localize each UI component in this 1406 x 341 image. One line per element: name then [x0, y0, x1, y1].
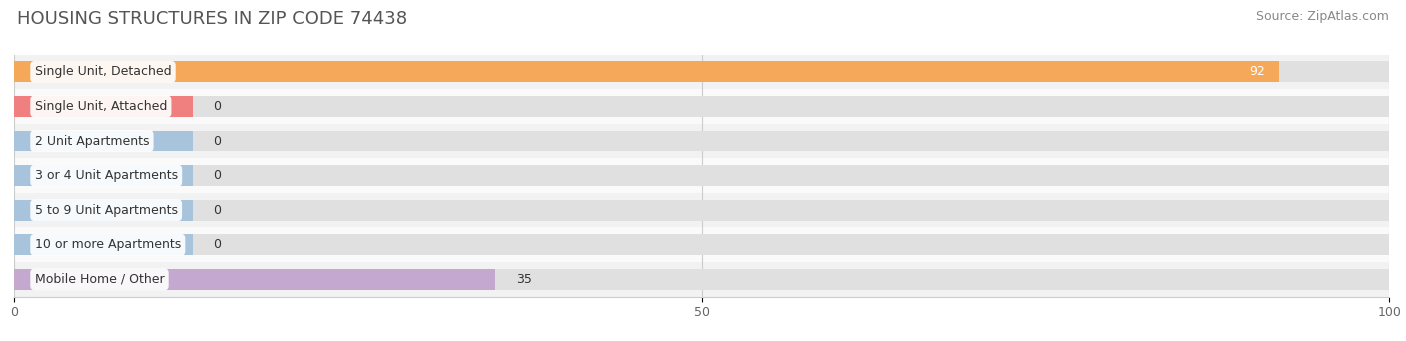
- Bar: [14, 269, 1389, 290]
- Text: 10 or more Apartments: 10 or more Apartments: [35, 238, 181, 251]
- Bar: [14, 234, 193, 255]
- Text: Single Unit, Detached: Single Unit, Detached: [35, 65, 172, 78]
- Text: Source: ZipAtlas.com: Source: ZipAtlas.com: [1256, 10, 1389, 23]
- Bar: [14, 61, 1389, 82]
- Bar: [14, 234, 1389, 255]
- Text: 2 Unit Apartments: 2 Unit Apartments: [35, 135, 149, 148]
- Bar: [14, 193, 1389, 227]
- Text: 0: 0: [214, 169, 221, 182]
- Bar: [14, 200, 193, 221]
- Text: HOUSING STRUCTURES IN ZIP CODE 74438: HOUSING STRUCTURES IN ZIP CODE 74438: [17, 10, 406, 28]
- Text: 35: 35: [516, 273, 531, 286]
- Bar: [14, 124, 1389, 158]
- Bar: [14, 55, 1389, 89]
- Bar: [14, 89, 1389, 124]
- Bar: [14, 227, 1389, 262]
- Bar: [14, 158, 1389, 193]
- Bar: [14, 262, 1389, 297]
- Text: 92: 92: [1250, 65, 1265, 78]
- Bar: [14, 131, 193, 151]
- Bar: [14, 96, 193, 117]
- Bar: [14, 269, 495, 290]
- Text: Single Unit, Attached: Single Unit, Attached: [35, 100, 167, 113]
- Text: 3 or 4 Unit Apartments: 3 or 4 Unit Apartments: [35, 169, 177, 182]
- Bar: [14, 131, 1389, 151]
- Text: Mobile Home / Other: Mobile Home / Other: [35, 273, 165, 286]
- Bar: [14, 165, 1389, 186]
- Text: 5 to 9 Unit Apartments: 5 to 9 Unit Apartments: [35, 204, 177, 217]
- Bar: [14, 61, 1279, 82]
- Text: 0: 0: [214, 135, 221, 148]
- Bar: [14, 165, 193, 186]
- Bar: [14, 96, 1389, 117]
- Text: 0: 0: [214, 204, 221, 217]
- Bar: [14, 200, 1389, 221]
- Text: 0: 0: [214, 238, 221, 251]
- Text: 0: 0: [214, 100, 221, 113]
